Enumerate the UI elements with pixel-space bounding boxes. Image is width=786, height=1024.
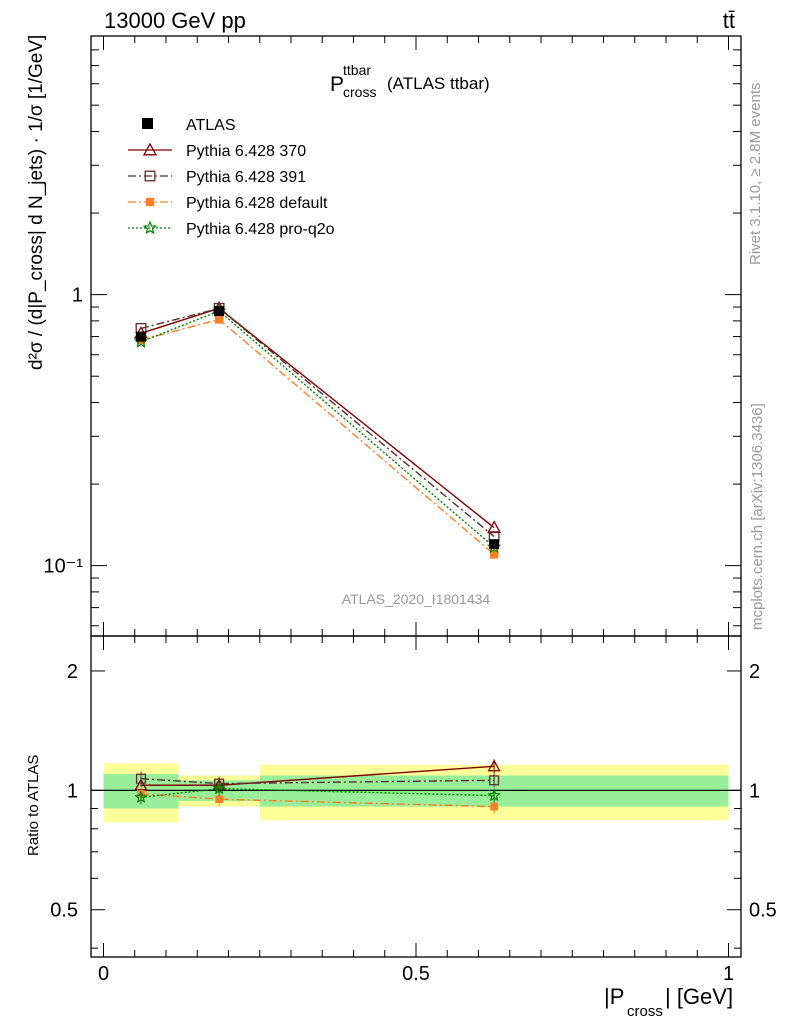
x-axis-label: |P [604,984,624,1009]
legend: ATLAS Pythia 6.428 370 Pythia 6.428 391 Pyt… [128,117,335,238]
x-tick-label: 0.5 [402,963,430,985]
ratio-plot-panel: 0 0.5 1 2 2 1 1 0.5 0.5 [50,622,777,985]
plot-title-superscript: ttbar [343,62,371,78]
star-marker [212,781,226,795]
square-filled-marker [145,197,155,207]
square-filled-marker [489,550,499,559]
x-axis-label-main: |P [604,984,624,1009]
triangle-marker [487,759,501,772]
analysis-watermark: ATLAS_2020_I1801434 [342,591,491,607]
ratio-series-line [140,777,495,785]
star-marker [487,788,501,802]
atlas-data-point [489,539,500,550]
ratio-y-tick-label: 1 [67,780,78,802]
legend-label: Pythia 6.428 370 [186,143,306,160]
ratio-y-axis-label: Ratio to ATLAS [25,755,42,856]
ratio-series-line [140,793,495,808]
square-open-marker [135,773,147,784]
main-y-tick-label: 1 [72,285,83,307]
series-line [140,307,495,529]
atlas-data-point [136,331,146,342]
mcplots-label: mcplots.cern.ch [arXiv:1306.3436] [749,403,766,630]
plot-title: P [330,73,344,96]
legend-label: Pythia 6.428 391 [186,169,306,186]
rivet-version-label: Rivet 3.1.10, ≥ 2.8M events [747,83,764,266]
ratio-y-tick-label-right: 0.5 [749,900,777,922]
square-filled-marker [490,802,498,811]
star-marker [134,790,148,804]
star-marker [142,220,158,235]
series-line [140,310,495,548]
plot-title-main: P [330,73,344,96]
triangle-marker [142,142,158,156]
triangle-marker [487,520,502,534]
header-left-label: 13000 GeV pp [104,8,246,33]
legend-marker-atlas [142,118,153,129]
ratio-y-tick-label: 0.5 [50,900,78,922]
square-filled-marker [214,315,224,324]
series-line [140,318,495,555]
x-tick-label: 0 [98,963,109,985]
legend-label-atlas: ATLAS [186,117,236,134]
ratio-y-tick-label: 2 [67,661,78,683]
ratio-y-tick-label-right: 2 [749,661,760,683]
square-open-marker [144,170,156,182]
atlas-data-point [214,306,225,317]
plot-title-suffix: (ATLAS ttbar) [387,74,490,93]
plot-title-subscript: cross [343,84,376,100]
square-filled-marker [215,795,223,804]
main-y-tick-label: 10⁻¹ [44,556,84,578]
header-right-label: tt̄ [723,8,735,33]
legend-label: Pythia 6.428 default [186,195,328,212]
legend-label: Pythia 6.428 pro-q2o [186,221,335,238]
x-axis-label-subscript: cross [627,1003,663,1020]
x-axis-label-suffix: | [GeV] [665,984,733,1009]
square-open-marker [489,775,500,786]
x-tick-label: 1 [723,963,734,985]
main-y-axis-label: d²σ / (d|P_cross| d N_jets) · 1/σ [1/GeV… [26,35,47,370]
ratio-y-tick-label-right: 1 [749,780,760,802]
